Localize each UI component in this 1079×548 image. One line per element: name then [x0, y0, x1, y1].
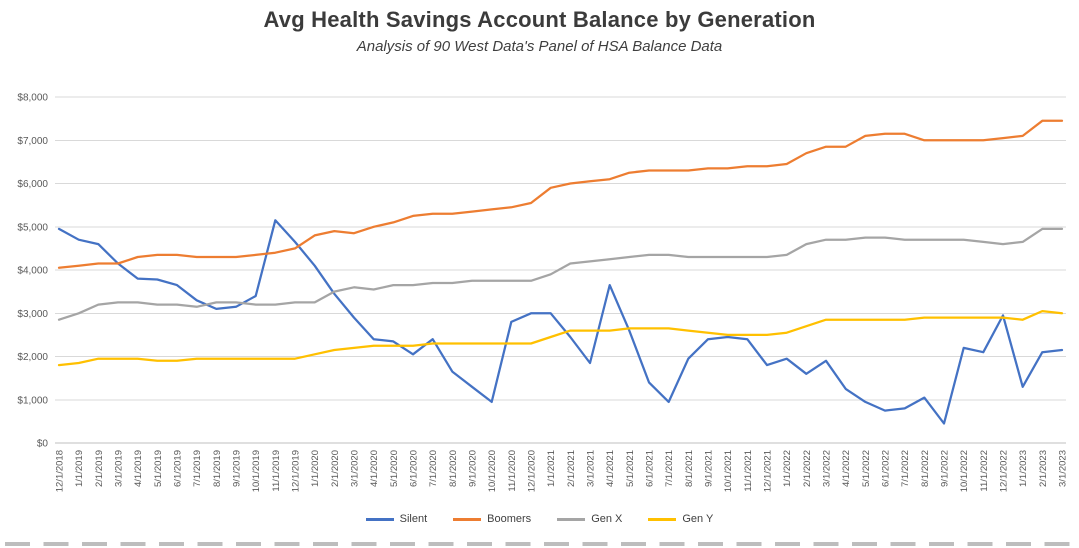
svg-text:9/1/2020: 9/1/2020 [468, 450, 479, 487]
svg-text:5/1/2020: 5/1/2020 [389, 450, 400, 487]
legend-label-genx: Gen X [591, 513, 623, 525]
y-axis-labels: $0 $1,000 $2,000 $3,000 $4,000 $5,000 $6,000 $7… [17, 93, 48, 450]
svg-text:11/1/2019: 11/1/2019 [271, 450, 282, 492]
svg-text:2/1/2021: 2/1/2021 [566, 450, 577, 487]
svg-text:3/1/2019: 3/1/2019 [114, 450, 125, 487]
chart-title: Avg Health Savings Account Balance by Ge… [263, 7, 816, 32]
svg-text:$5,000: $5,000 [17, 222, 48, 233]
svg-text:1/1/2020: 1/1/2020 [310, 450, 321, 487]
legend-item-genx: Gen X [557, 513, 622, 525]
svg-text:2/1/2020: 2/1/2020 [330, 450, 341, 487]
svg-text:$7,000: $7,000 [17, 136, 48, 147]
svg-text:$1,000: $1,000 [17, 395, 48, 406]
series-line-silent [57, 219, 1064, 425]
svg-text:11/1/2022: 11/1/2022 [979, 450, 990, 492]
svg-text:3/1/2020: 3/1/2020 [350, 450, 361, 487]
svg-text:12/1/2022: 12/1/2022 [999, 450, 1010, 492]
series-lines [57, 119, 1064, 425]
svg-text:$3,000: $3,000 [17, 309, 48, 320]
series-line-gen-y [57, 309, 1064, 367]
svg-text:8/1/2019: 8/1/2019 [212, 450, 223, 487]
legend-item-geny: Gen Y [648, 513, 713, 525]
svg-text:3/1/2023: 3/1/2023 [1058, 450, 1069, 487]
svg-text:$2,000: $2,000 [17, 352, 48, 363]
gridlines [55, 96, 1066, 444]
x-axis-labels: 12/1/2018 1/1/2019 2/1/2019 3/1/2019 4/1/201… [55, 450, 1069, 492]
svg-text:2/1/2023: 2/1/2023 [1038, 450, 1049, 487]
svg-text:6/1/2021: 6/1/2021 [645, 450, 656, 487]
series-line-gen-x [57, 227, 1064, 321]
svg-text:4/1/2022: 4/1/2022 [841, 450, 852, 487]
svg-text:10/1/2020: 10/1/2020 [487, 450, 498, 492]
svg-text:12/1/2019: 12/1/2019 [291, 450, 302, 492]
cut-off-row-below-chart [5, 542, 1079, 546]
svg-text:7/1/2020: 7/1/2020 [428, 450, 439, 487]
svg-text:12/1/2018: 12/1/2018 [55, 450, 66, 492]
svg-text:9/1/2022: 9/1/2022 [940, 450, 951, 487]
svg-text:4/1/2019: 4/1/2019 [133, 450, 144, 487]
svg-text:3/1/2021: 3/1/2021 [586, 450, 597, 487]
svg-text:11/1/2021: 11/1/2021 [743, 450, 754, 492]
svg-text:7/1/2022: 7/1/2022 [900, 450, 911, 487]
legend-label-geny: Gen Y [682, 513, 714, 525]
svg-text:6/1/2022: 6/1/2022 [881, 450, 892, 487]
chart-legend: Silent Boomers Gen X Gen Y [0, 513, 1079, 525]
svg-text:$8,000: $8,000 [17, 93, 48, 104]
svg-text:1/1/2019: 1/1/2019 [74, 450, 85, 487]
legend-label-boomers: Boomers [487, 513, 532, 525]
svg-text:$0: $0 [37, 439, 49, 450]
svg-text:7/1/2021: 7/1/2021 [664, 450, 675, 487]
svg-text:12/1/2021: 12/1/2021 [763, 450, 774, 492]
svg-text:5/1/2022: 5/1/2022 [861, 450, 872, 487]
svg-text:$6,000: $6,000 [17, 179, 48, 190]
svg-text:10/1/2022: 10/1/2022 [959, 450, 970, 492]
svg-text:12/1/2020: 12/1/2020 [527, 450, 538, 492]
svg-text:1/1/2021: 1/1/2021 [546, 450, 557, 487]
svg-text:3/1/2022: 3/1/2022 [822, 450, 833, 487]
legend-item-silent: Silent [365, 513, 428, 525]
legend-label-silent: Silent [399, 513, 428, 525]
svg-text:11/1/2020: 11/1/2020 [507, 450, 518, 492]
chart-subtitle: Analysis of 90 West Data's Panel of HSA … [356, 38, 723, 55]
legend-swatch-silent-icon [365, 517, 394, 521]
svg-text:8/1/2022: 8/1/2022 [920, 450, 931, 487]
legend-item-boomers: Boomers [453, 513, 531, 525]
svg-text:4/1/2020: 4/1/2020 [369, 450, 380, 487]
svg-text:2/1/2022: 2/1/2022 [802, 450, 813, 487]
svg-text:6/1/2019: 6/1/2019 [173, 450, 184, 487]
svg-text:1/1/2022: 1/1/2022 [782, 450, 793, 487]
svg-text:10/1/2021: 10/1/2021 [723, 450, 734, 492]
svg-text:2/1/2019: 2/1/2019 [94, 450, 105, 487]
svg-text:10/1/2019: 10/1/2019 [251, 450, 262, 492]
svg-text:$4,000: $4,000 [17, 266, 48, 277]
svg-text:8/1/2021: 8/1/2021 [684, 450, 695, 487]
svg-text:4/1/2021: 4/1/2021 [605, 450, 616, 487]
svg-text:5/1/2019: 5/1/2019 [153, 450, 164, 487]
svg-text:7/1/2019: 7/1/2019 [192, 450, 203, 487]
svg-text:9/1/2021: 9/1/2021 [704, 450, 715, 487]
series-line-boomers [57, 119, 1064, 269]
svg-text:5/1/2021: 5/1/2021 [625, 450, 636, 487]
svg-text:6/1/2020: 6/1/2020 [409, 450, 420, 487]
legend-swatch-geny-icon [648, 517, 677, 521]
svg-text:8/1/2020: 8/1/2020 [448, 450, 459, 487]
svg-text:1/1/2023: 1/1/2023 [1018, 450, 1029, 487]
legend-swatch-genx-icon [557, 517, 586, 521]
legend-swatch-boomers-icon [453, 517, 482, 521]
svg-text:9/1/2019: 9/1/2019 [232, 450, 243, 487]
